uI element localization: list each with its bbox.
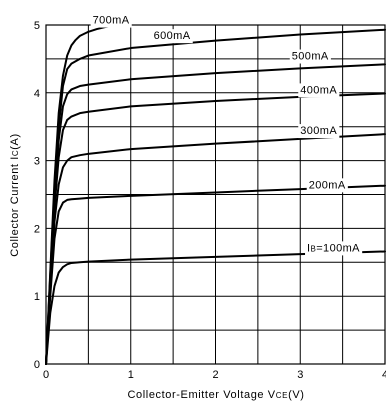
tick-labels: 0 1 2 3 4 0 1 2 3 4 5 <box>34 20 386 381</box>
series-line-200ma <box>45 184 386 365</box>
curve-label: 400mA <box>300 84 337 96</box>
x-tick-label: 2 <box>212 369 218 381</box>
curve-label-background <box>90 13 132 28</box>
x-axis-title: Collector-Emitter Voltage VCE(V) <box>127 389 304 401</box>
label-part: 300mA <box>300 125 337 137</box>
curve-label-background <box>289 49 331 64</box>
label-part: Collector Current I <box>9 156 21 257</box>
y-tick-label: 5 <box>34 20 40 32</box>
label-part: 500mA <box>292 51 329 63</box>
curve-label: 200mA <box>309 179 346 191</box>
curve-label-background <box>151 29 193 44</box>
curve-labels: 700mA 600mA 500mA 400mA 300mA 200mA IB=100mA <box>90 13 363 256</box>
curve-label-background <box>305 241 363 256</box>
y-tick-label: 0 <box>34 359 40 371</box>
curve-label-background <box>298 83 340 98</box>
label-subscript: B <box>310 244 316 253</box>
curve-label: IB=100mA <box>307 242 360 254</box>
grid-lines <box>46 25 385 364</box>
x-tick-label: 1 <box>128 369 134 381</box>
y-tick-label: 3 <box>34 156 40 168</box>
x-tick-label: 3 <box>297 369 303 381</box>
label-part: (V) <box>288 389 304 401</box>
curve-label: 600mA <box>154 30 191 42</box>
curve-label: 300mA <box>300 125 337 137</box>
series-line-ib-100ma <box>45 250 386 365</box>
curve-label: 700mA <box>93 15 130 27</box>
y-tick-label: 1 <box>34 291 40 303</box>
label-subscript: CE <box>276 391 288 400</box>
y-axis-title: Collector Current IC(A) <box>9 133 21 257</box>
label-part: =100mA <box>316 242 360 254</box>
label-part: I <box>307 242 310 254</box>
label-part: (A) <box>9 133 21 149</box>
curve-label: 500mA <box>292 51 329 63</box>
label-part: 400mA <box>300 84 337 96</box>
label-part: 600mA <box>154 30 191 42</box>
label-subscript: C <box>11 150 20 156</box>
label-part: 200mA <box>309 179 346 191</box>
label-part: 700mA <box>93 15 130 27</box>
curve-label-background <box>306 178 348 193</box>
y-tick-label: 4 <box>34 88 40 100</box>
x-tick-label: 4 <box>382 369 386 381</box>
plot-frame <box>45 24 386 365</box>
curve-label-background <box>298 124 340 139</box>
y-tick-label: 2 <box>34 223 40 235</box>
x-tick-label: 0 <box>43 369 49 381</box>
label-part: Collector-Emitter Voltage V <box>127 389 275 401</box>
